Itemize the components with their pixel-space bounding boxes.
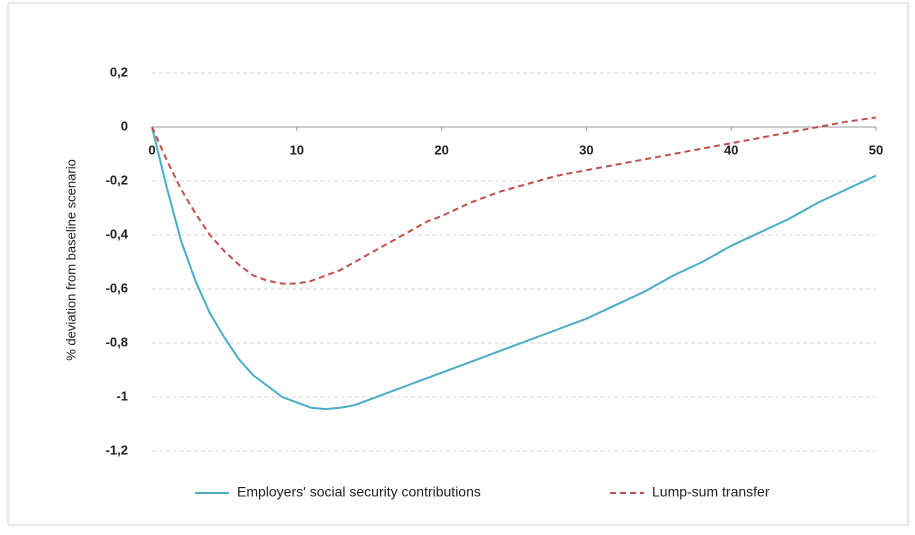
data-line: [151, 126, 877, 411]
y-tick-label: 0,2: [110, 64, 128, 79]
y-tick-label: -1,2: [106, 442, 128, 457]
y-tick-label: -1: [116, 388, 128, 403]
x-tick-label: 40: [724, 142, 738, 157]
x-tick-label: 0: [148, 142, 155, 157]
data-line: [151, 116, 877, 285]
x-tick-label: 10: [290, 142, 304, 157]
y-tick-label: -0,2: [106, 172, 128, 187]
y-tick-label: -0,8: [106, 334, 128, 349]
x-tick-label: 20: [434, 142, 448, 157]
y-tick-label: -0,6: [106, 280, 128, 295]
chart-frame: [7, 2, 909, 526]
legend-label: Employers' social security contributions: [237, 484, 481, 500]
x-tick-label: 50: [869, 142, 883, 157]
x-tick-label: 30: [579, 142, 593, 157]
y-tick-label: 0: [121, 118, 128, 133]
legend-label: Lump-sum transfer: [652, 484, 770, 500]
y-tick-label: -0,4: [106, 226, 129, 241]
y-axis-label: % deviation from baseline scenario: [63, 159, 78, 361]
